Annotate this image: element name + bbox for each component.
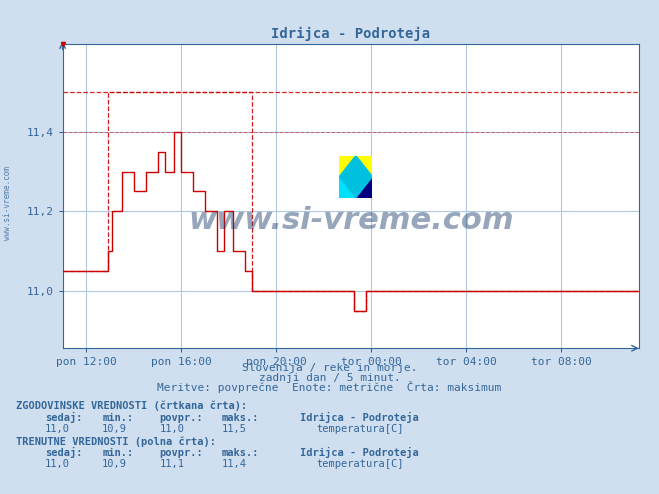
- Polygon shape: [356, 156, 372, 177]
- Text: Meritve: povprečne  Enote: metrične  Črta: maksimum: Meritve: povprečne Enote: metrične Črta:…: [158, 381, 501, 393]
- Text: 11,4: 11,4: [222, 459, 247, 469]
- Text: temperatura[C]: temperatura[C]: [316, 459, 404, 469]
- Polygon shape: [339, 156, 356, 177]
- Text: min.:: min.:: [102, 413, 133, 423]
- Text: zadnji dan / 5 minut.: zadnji dan / 5 minut.: [258, 373, 401, 383]
- Text: TRENUTNE VREDNOSTI (polna črta):: TRENUTNE VREDNOSTI (polna črta):: [16, 436, 216, 447]
- Text: 11,5: 11,5: [222, 424, 247, 434]
- Text: min.:: min.:: [102, 449, 133, 458]
- Polygon shape: [356, 177, 372, 198]
- Text: 10,9: 10,9: [102, 424, 127, 434]
- Title: Idrijca - Podroteja: Idrijca - Podroteja: [272, 26, 430, 41]
- Text: temperatura[C]: temperatura[C]: [316, 424, 404, 434]
- Text: 11,0: 11,0: [45, 424, 70, 434]
- Text: povpr.:: povpr.:: [159, 449, 203, 458]
- Text: maks.:: maks.:: [222, 449, 260, 458]
- Text: www.si-vreme.com: www.si-vreme.com: [3, 165, 13, 240]
- Text: 10,9: 10,9: [102, 459, 127, 469]
- Text: maks.:: maks.:: [222, 413, 260, 423]
- Text: Idrijca - Podroteja: Idrijca - Podroteja: [300, 412, 418, 423]
- Text: 11,1: 11,1: [159, 459, 185, 469]
- Text: www.si-vreme.com: www.si-vreme.com: [188, 206, 514, 235]
- Polygon shape: [339, 177, 356, 198]
- Text: sedaj:: sedaj:: [45, 412, 82, 423]
- Text: ZGODOVINSKE VREDNOSTI (črtkana črta):: ZGODOVINSKE VREDNOSTI (črtkana črta):: [16, 401, 248, 411]
- Text: 11,0: 11,0: [45, 459, 70, 469]
- Text: sedaj:: sedaj:: [45, 448, 82, 458]
- Text: povpr.:: povpr.:: [159, 413, 203, 423]
- Text: Slovenija / reke in morje.: Slovenija / reke in morje.: [242, 364, 417, 373]
- Polygon shape: [339, 156, 372, 198]
- Text: Idrijca - Podroteja: Idrijca - Podroteja: [300, 448, 418, 458]
- Text: 11,0: 11,0: [159, 424, 185, 434]
